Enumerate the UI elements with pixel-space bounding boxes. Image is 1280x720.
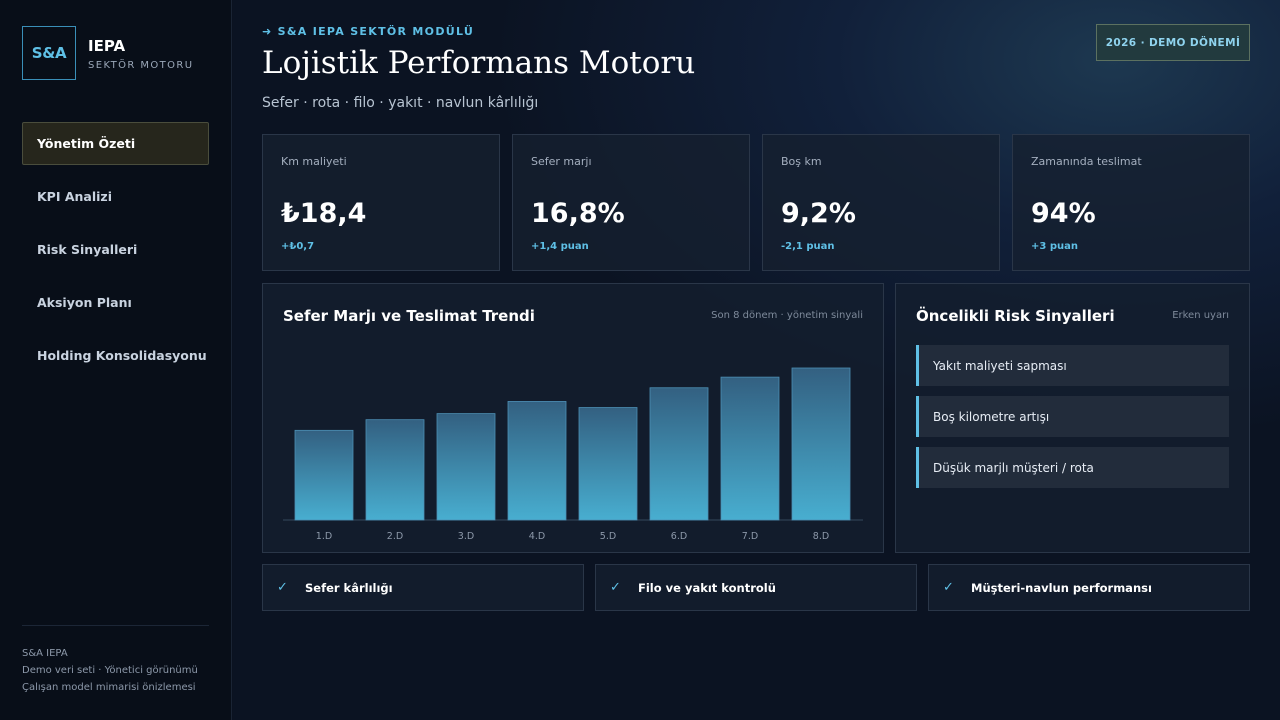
footer-line-dataset: Demo veri seti · Yönetici görünümü <box>22 665 198 676</box>
kpi-label: Zamanında teslimat <box>1031 155 1142 168</box>
check-icon: ✓ <box>943 580 954 595</box>
risk-panel-meta: Erken uyarı <box>1172 310 1229 321</box>
x-tick-label: 8.D <box>813 531 829 542</box>
bar-4D <box>507 401 567 521</box>
sidebar: S&A IEPA SEKTÖR MOTORU Yönetim Özeti KPI… <box>0 0 232 720</box>
sidebar-footer: S&A IEPA Demo veri seti · Yönetici görün… <box>22 625 209 696</box>
kpi-delta: -2,1 puan <box>781 241 835 252</box>
risk-item-dusuk-marj[interactable]: Düşük marjlı müşteri / rota <box>916 447 1229 488</box>
bar-7D <box>720 376 780 521</box>
kpi-label: Sefer marjı <box>531 155 592 168</box>
x-tick-label: 5.D <box>600 531 616 542</box>
x-tick-label: 4.D <box>529 531 545 542</box>
check-icon: ✓ <box>277 580 288 595</box>
kpi-card-km-maliyeti: Km maliyeti ₺18,4 +₺0,7 <box>262 134 500 271</box>
trend-panel-title: Sefer Marjı ve Teslimat Trendi <box>283 307 535 325</box>
brand-title: IEPA <box>88 37 126 55</box>
risk-panel: Öncelikli Risk Sinyalleri Erken uyarı Ya… <box>895 283 1250 553</box>
kpi-card-sefer-marji: Sefer marjı 16,8% +1,4 puan <box>512 134 750 271</box>
feature-sefer-karliligi[interactable]: ✓ Sefer kârlılığı <box>262 564 584 611</box>
sidebar-item-holding-konsolidasyonu[interactable]: Holding Konsolidasyonu <box>37 348 207 363</box>
sidebar-nav: Yönetim Özeti KPI Analizi Risk Sinyaller… <box>22 122 209 387</box>
brand-subtitle: SEKTÖR MOTORU <box>88 60 194 71</box>
x-tick-label: 1.D <box>316 531 332 542</box>
check-icon: ✓ <box>610 580 621 595</box>
kpi-delta: +1,4 puan <box>531 241 589 252</box>
kpi-label: Km maliyeti <box>281 155 347 168</box>
kpi-delta: +3 puan <box>1031 241 1078 252</box>
kpi-value: 9,2% <box>781 198 856 229</box>
page-title: Lojistik Performans Motoru <box>262 45 696 81</box>
sidebar-item-yonetim-ozeti[interactable]: Yönetim Özeti <box>22 122 209 165</box>
brand-logo: S&A <box>22 26 76 80</box>
risk-item-bos-km[interactable]: Boş kilometre artışı <box>916 396 1229 437</box>
sidebar-item-risk-sinyalleri[interactable]: Risk Sinyalleri <box>37 242 138 257</box>
risk-panel-title: Öncelikli Risk Sinyalleri <box>916 307 1115 325</box>
trend-bar-chart: 1.D 2.D 3.D 4.D 5.D 6.D 7.D 8.D <box>283 367 863 542</box>
bar-5D <box>578 407 638 521</box>
kpi-value: ₺18,4 <box>281 198 367 229</box>
kpi-label: Boş km <box>781 155 822 168</box>
bar-8D <box>791 367 851 521</box>
feature-musteri-navlun[interactable]: ✓ Müşteri-navlun performansı <box>928 564 1250 611</box>
feature-label: Filo ve yakıt kontrolü <box>638 580 776 595</box>
kpi-value: 94% <box>1031 198 1096 229</box>
footer-line-preview: Çalışan model mimarisi önizlemesi <box>22 682 196 693</box>
risk-item-yakit[interactable]: Yakıt maliyeti sapması <box>916 345 1229 386</box>
period-badge[interactable]: 2026 · DEMO DÖNEMİ <box>1096 24 1250 61</box>
sidebar-item-aksiyon-plani[interactable]: Aksiyon Planı <box>37 295 132 310</box>
kpi-delta: +₺0,7 <box>281 241 315 252</box>
bar-3D <box>436 413 496 521</box>
kpi-card-bos-km: Boş km 9,2% -2,1 puan <box>762 134 1000 271</box>
x-tick-label: 3.D <box>458 531 474 542</box>
bar-1D <box>294 429 354 521</box>
bar-6D <box>649 387 709 521</box>
x-tick-label: 2.D <box>387 531 403 542</box>
x-tick-label: 6.D <box>671 531 687 542</box>
module-eyebrow: ➜ S&A IEPA SEKTÖR MODÜLÜ <box>262 25 475 38</box>
feature-filo-yakit[interactable]: ✓ Filo ve yakıt kontrolü <box>595 564 917 611</box>
main-content: ➜ S&A IEPA SEKTÖR MODÜLÜ Lojistik Perfor… <box>233 0 1280 720</box>
feature-label: Sefer kârlılığı <box>305 580 393 595</box>
trend-panel-meta: Son 8 dönem · yönetim sinyali <box>711 310 863 321</box>
page-subtitle: Sefer · rota · filo · yakıt · navlun kâr… <box>262 95 539 111</box>
footer-line-brand: S&A IEPA <box>22 648 68 659</box>
bar-2D <box>365 419 425 521</box>
sidebar-item-kpi-analizi[interactable]: KPI Analizi <box>37 189 112 204</box>
feature-label: Müşteri-navlun performansı <box>971 580 1152 595</box>
trend-panel: 1.D 2.D 3.D 4.D 5.D 6.D 7.D 8.D Sefer Marjı ve … <box>262 283 884 553</box>
kpi-value: 16,8% <box>531 198 625 229</box>
x-tick-label: 7.D <box>742 531 758 542</box>
kpi-card-zamaninda-teslimat: Zamanında teslimat 94% +3 puan <box>1012 134 1250 271</box>
